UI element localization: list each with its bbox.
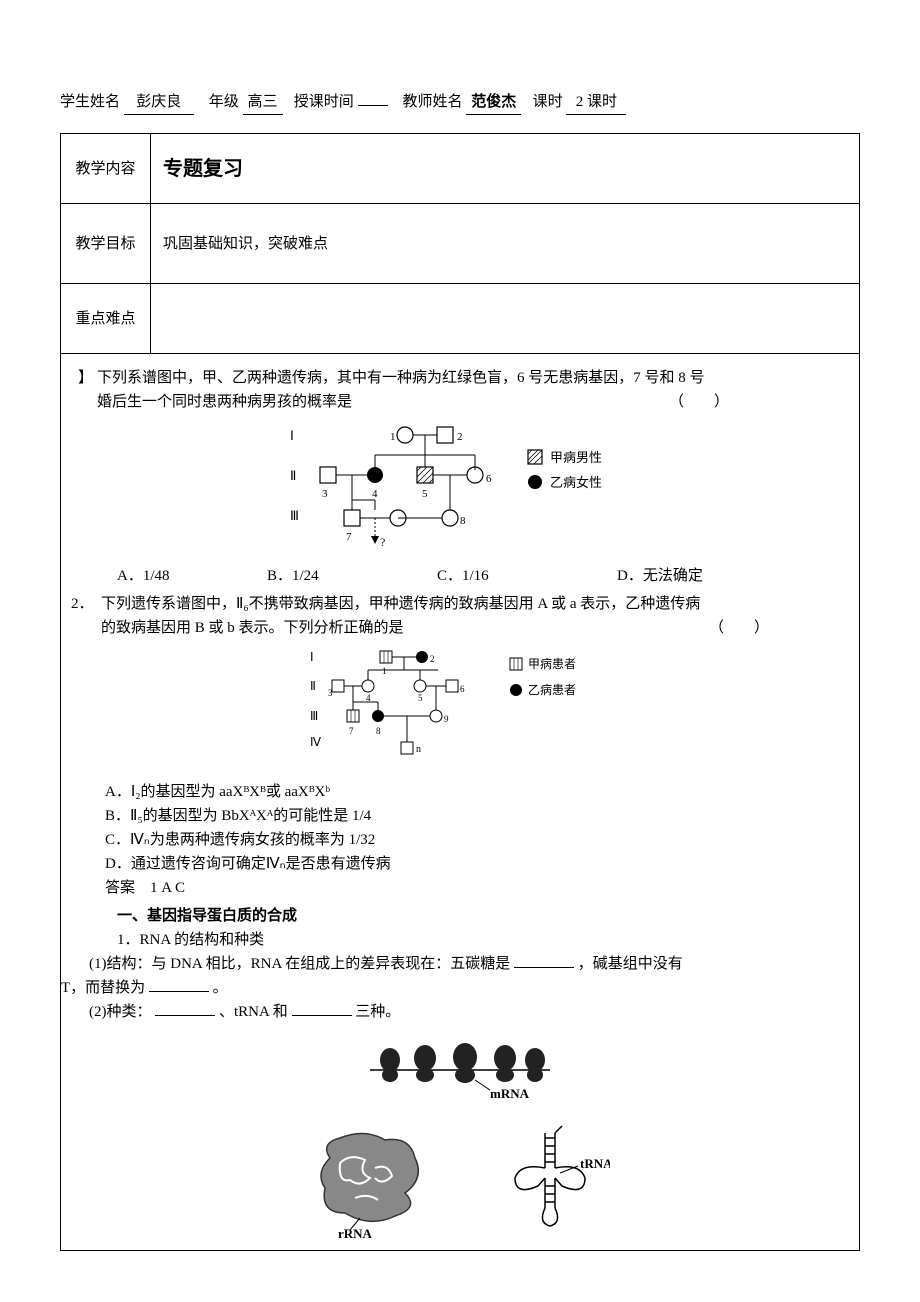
label-teacher: 教师姓名 bbox=[403, 94, 463, 110]
answer-line: 答案 1 A C bbox=[71, 876, 849, 900]
svg-text:1: 1 bbox=[382, 666, 387, 676]
rrna-icon: rRNA bbox=[310, 1128, 440, 1238]
svg-text:1: 1 bbox=[390, 431, 396, 443]
svg-text:2: 2 bbox=[457, 431, 463, 443]
q2-number: 2． bbox=[71, 592, 101, 640]
svg-text:7: 7 bbox=[346, 531, 352, 543]
label-grade: 年级 bbox=[209, 94, 239, 110]
svg-text:?: ? bbox=[380, 535, 385, 549]
svg-text:甲病患者: 甲病患者 bbox=[528, 656, 576, 671]
q2-line2: 的致病基因用 B 或 b 表示。下列分析正确的是 bbox=[101, 620, 404, 636]
rrna-label: rRNA bbox=[338, 1226, 373, 1238]
svg-text:5: 5 bbox=[422, 488, 428, 500]
row2-value: 巩固基础知识，突破难点 bbox=[151, 204, 860, 284]
section-p2a: (1)结构：与 DNA 相比，RNA 在组成上的差异表现在：五碳糖是 bbox=[89, 956, 510, 972]
blank-3 bbox=[155, 1001, 215, 1016]
lesson-info-table: 教学内容 专题复习 教学目标 巩固基础知识，突破难点 重点难点 bbox=[60, 133, 860, 354]
trna-label: tRNA bbox=[580, 1156, 610, 1171]
hours-value: 2 课时 bbox=[566, 90, 626, 115]
mrna-icon: mRNA bbox=[360, 1030, 560, 1100]
q1-options: A．1/48 B．1/24 C．1/16 D．无法确定 bbox=[117, 564, 849, 588]
question-2: 2． 下列遗传系谱图中，Ⅱ₆不携带致病基因，甲种遗传病的致病基因用 A 或 a … bbox=[71, 592, 849, 900]
svg-text:Ⅲ: Ⅲ bbox=[290, 508, 299, 523]
mrna-label: mRNA bbox=[490, 1086, 530, 1100]
svg-text:Ⅲ: Ⅲ bbox=[310, 709, 318, 723]
q1-line2: 婚后生一个同时患两种病男孩的概率是 bbox=[97, 394, 352, 410]
row2-label: 教学目标 bbox=[61, 204, 151, 284]
svg-text:8: 8 bbox=[376, 726, 381, 736]
section-p2c: T，而替换为 bbox=[61, 980, 145, 996]
q1-optA: A．1/48 bbox=[117, 564, 267, 588]
svg-text:5: 5 bbox=[418, 693, 423, 703]
label-hours: 课时 bbox=[533, 94, 563, 110]
row3-value bbox=[151, 284, 860, 354]
section-rna: 一、基因指导蛋白质的合成 1．RNA 的结构和种类 (1)结构：与 DNA 相比… bbox=[71, 904, 849, 1238]
blank-2 bbox=[149, 977, 209, 992]
gen1-label: Ⅰ bbox=[290, 428, 294, 443]
blank-1 bbox=[514, 953, 574, 968]
svg-text:Ⅳ: Ⅳ bbox=[310, 735, 321, 749]
section-p3b: 、tRNA 和 bbox=[219, 1004, 288, 1020]
label-student: 学生姓名 bbox=[60, 94, 120, 110]
lesson-header: 学生姓名 彭庆良 年级 高三 授课时间 教师姓名 范俊杰 课时 2 课时 bbox=[60, 90, 860, 115]
blank-4 bbox=[292, 1001, 352, 1016]
q2-optA: A．Ⅰ₂的基因型为 aaXᴮXᴮ或 aaXᴮXᵇ bbox=[71, 780, 849, 804]
section-p3c: 三种。 bbox=[355, 1004, 400, 1020]
svg-text:Ⅱ: Ⅱ bbox=[310, 679, 316, 693]
trna-icon: tRNA bbox=[490, 1118, 610, 1238]
q2-optD: D．通过遗传咨询可确定Ⅳₙ是否患有遗传病 bbox=[71, 852, 849, 876]
row1-label: 教学内容 bbox=[61, 134, 151, 204]
time-value bbox=[358, 105, 388, 106]
svg-text:9: 9 bbox=[444, 714, 449, 724]
q2-paren: （ ） bbox=[709, 616, 769, 640]
q1-line1: 下列系谱图中，甲、乙两种遗传病，其中有一种病为红绿色盲，6 号无患病基因，7 号… bbox=[97, 366, 849, 390]
section-p2d: 。 bbox=[213, 980, 228, 996]
grade-value: 高三 bbox=[243, 90, 283, 115]
label-time: 授课时间 bbox=[294, 94, 354, 110]
q1-optC: C．1/16 bbox=[437, 564, 617, 588]
svg-text:甲病男性: 甲病男性 bbox=[550, 450, 602, 465]
section-p1: 1．RNA 的结构和种类 bbox=[117, 928, 849, 952]
section-title: 一、基因指导蛋白质的合成 bbox=[117, 904, 849, 928]
svg-text:6: 6 bbox=[460, 684, 465, 694]
svg-text:Ⅱ: Ⅱ bbox=[290, 468, 296, 483]
svg-text:3: 3 bbox=[322, 488, 328, 500]
q1-optB: B．1/24 bbox=[267, 564, 437, 588]
svg-text:n: n bbox=[416, 744, 421, 755]
q1-optD: D．无法确定 bbox=[617, 564, 703, 588]
row1-value: 专题复习 bbox=[163, 158, 243, 180]
question-1: 】 下列系谱图中，甲、乙两种遗传病，其中有一种病为红绿色盲，6 号无患病基因，7… bbox=[71, 366, 849, 588]
row3-label: 重点难点 bbox=[61, 284, 151, 354]
q2-optC: C．Ⅳₙ为患两种遗传病女孩的概率为 1/32 bbox=[71, 828, 849, 852]
svg-text:2: 2 bbox=[430, 654, 435, 664]
svg-text:6: 6 bbox=[486, 473, 492, 485]
svg-text:8: 8 bbox=[460, 515, 466, 527]
student-name: 彭庆良 bbox=[124, 90, 194, 115]
section-p2b: ，碱基组中没有 bbox=[578, 956, 683, 972]
pedigree-diagram-1: Ⅰ 1 2 Ⅱ 3 4 bbox=[71, 420, 849, 558]
svg-text:3: 3 bbox=[328, 688, 333, 698]
svg-text:乙病患者: 乙病患者 bbox=[528, 682, 576, 697]
teacher-name: 范俊杰 bbox=[466, 90, 521, 115]
section-p3a: (2)种类： bbox=[89, 1004, 152, 1020]
pedigree-diagram-2: Ⅰ 1 2 Ⅱ 3 4 bbox=[71, 646, 849, 774]
q1-paren: （ ） bbox=[669, 390, 729, 414]
q2-optB: B．Ⅱ₅的基因型为 BbXᴬXᴬ的可能性是 1/4 bbox=[71, 804, 849, 828]
q1-marker: 】 bbox=[71, 366, 97, 414]
svg-text:7: 7 bbox=[349, 726, 354, 736]
rna-diagrams: mRNA rRNA bbox=[71, 1030, 849, 1238]
question-body: 】 下列系谱图中，甲、乙两种遗传病，其中有一种病为红绿色盲，6 号无患病基因，7… bbox=[60, 354, 860, 1251]
q2-line1: 下列遗传系谱图中，Ⅱ₆不携带致病基因，甲种遗传病的致病基因用 A 或 a 表示，… bbox=[101, 592, 849, 616]
svg-text:Ⅰ: Ⅰ bbox=[310, 650, 314, 664]
svg-text:4: 4 bbox=[372, 488, 378, 500]
svg-text:乙病女性: 乙病女性 bbox=[550, 475, 602, 490]
